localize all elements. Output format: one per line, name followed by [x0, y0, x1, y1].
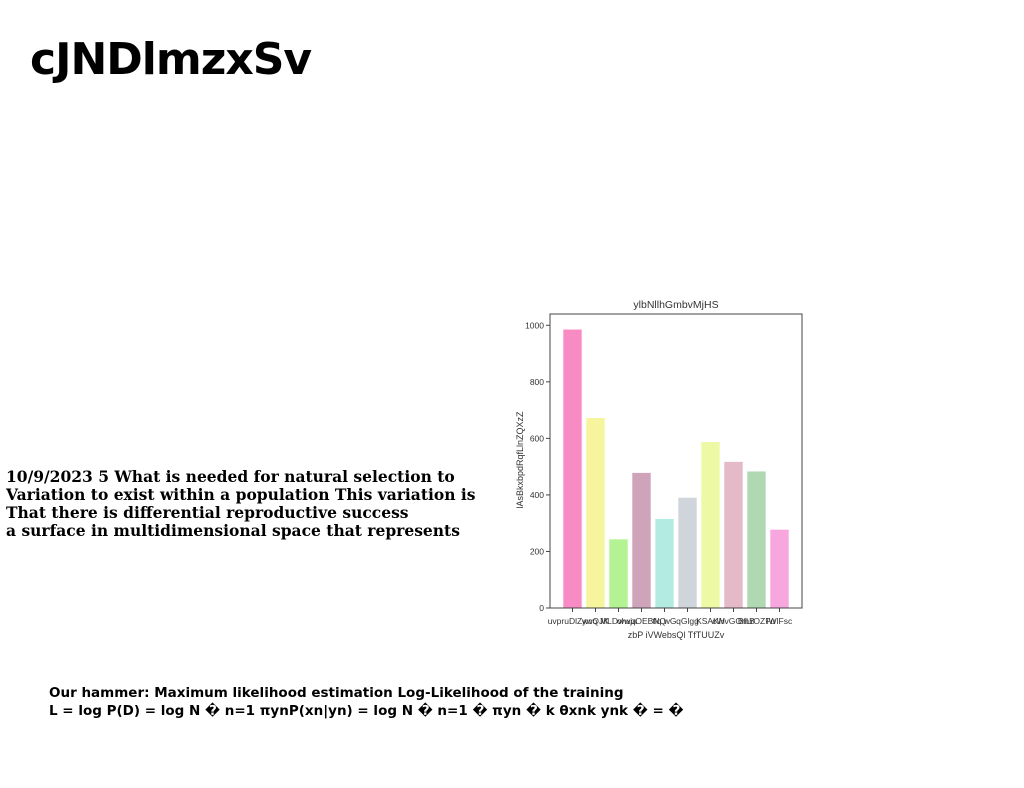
- bar: [586, 418, 605, 608]
- body-line: Variation to exist within a population T…: [6, 485, 476, 504]
- bar: [724, 461, 743, 608]
- y-tick-label: 0: [539, 603, 544, 613]
- x-tick-label: cWvGOmB: [712, 616, 755, 626]
- x-tick-label: MLDwwja: [600, 616, 637, 626]
- page-title: cJNDlmzxSv: [30, 34, 312, 85]
- chart-title: ylbNllhGmbvMjHS: [633, 299, 718, 311]
- y-tick-label: 400: [530, 490, 544, 500]
- y-tick-label: 200: [530, 546, 544, 556]
- body-line: a surface in multidimensional space that…: [6, 521, 460, 540]
- y-tick-label: 800: [530, 377, 544, 387]
- x-tick-label: tlq wG: [652, 616, 676, 626]
- bar: [747, 471, 766, 608]
- x-tick-label: ohxqOEBNQ: [617, 616, 667, 626]
- bar: [770, 529, 789, 608]
- x-tick-label: lWlFsc: [767, 616, 793, 626]
- bar-chart: ylbNllhGmbvMjHS lAsBkxbpdRqfLlnZQXzZ zbP…: [512, 292, 812, 648]
- bar: [609, 539, 628, 608]
- formula-line: L = log P(D) = log N � n=1 πynP(xn|yn) =…: [49, 703, 684, 719]
- bar: [701, 442, 720, 608]
- formula-line: Our hammer: Maximum likelihood estimatio…: [49, 685, 624, 701]
- bar: [563, 329, 582, 608]
- body-line: 10/9/2023 5 What is needed for natural s…: [6, 467, 455, 486]
- body-line: That there is differential reproductive …: [6, 503, 409, 522]
- bar-chart-svg: ylbNllhGmbvMjHS lAsBkxbpdRqfLlnZQXzZ zbP…: [515, 299, 803, 640]
- chart-x-axis-label: zbP iVWebsQl TfTUUZv: [628, 630, 725, 640]
- x-tick-label: uvpruDlZywo: [548, 616, 598, 626]
- y-tick-label: 1000: [525, 320, 544, 330]
- y-tick-label: 600: [530, 433, 544, 443]
- bar: [655, 518, 674, 608]
- chart-plot-frame: [549, 313, 803, 609]
- body-text: 10/9/2023 5 What is needed for natural s…: [6, 468, 506, 540]
- x-tick-label: wcQJK: [581, 616, 609, 626]
- chart-marks: 0 200 400 600 800 1000 uvpruDlZywowcQJKMLDwwja…: [525, 320, 793, 626]
- chart-y-axis-label: lAsBkxbpdRqfLlnZQXzZ: [515, 411, 525, 509]
- formula-text: Our hammer: Maximum likelihood estimatio…: [49, 684, 749, 720]
- x-tick-label: BfLrOZFu: [738, 616, 776, 626]
- bar: [678, 497, 697, 608]
- bar: [632, 472, 651, 608]
- x-tick-label: qGlgg: [676, 616, 699, 626]
- x-tick-label: KSAKH: [696, 616, 725, 626]
